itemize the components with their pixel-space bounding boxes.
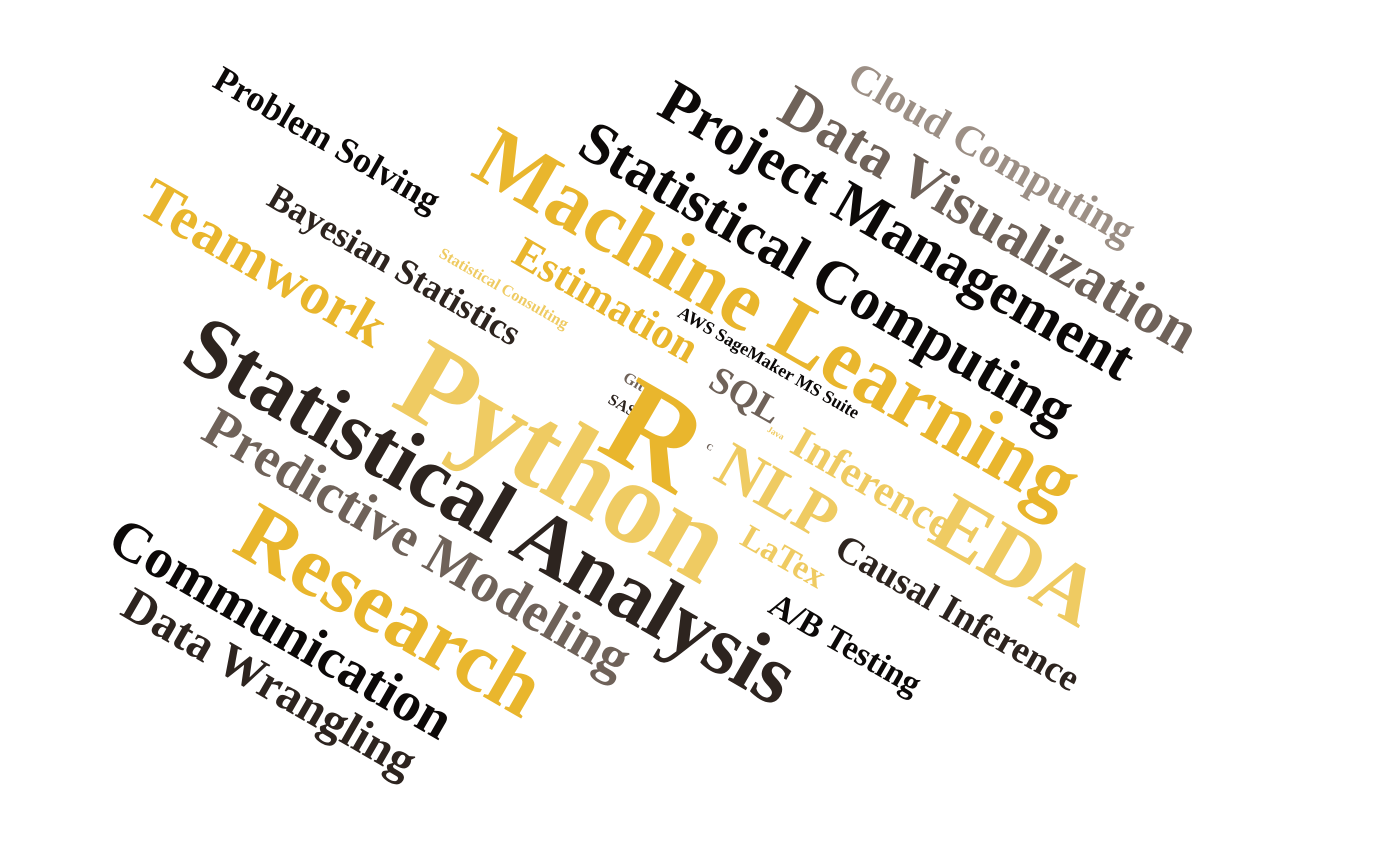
word-c: C <box>704 441 716 454</box>
word-problem-solving: Problem Solving <box>207 58 448 221</box>
word-java: Java <box>765 424 787 442</box>
